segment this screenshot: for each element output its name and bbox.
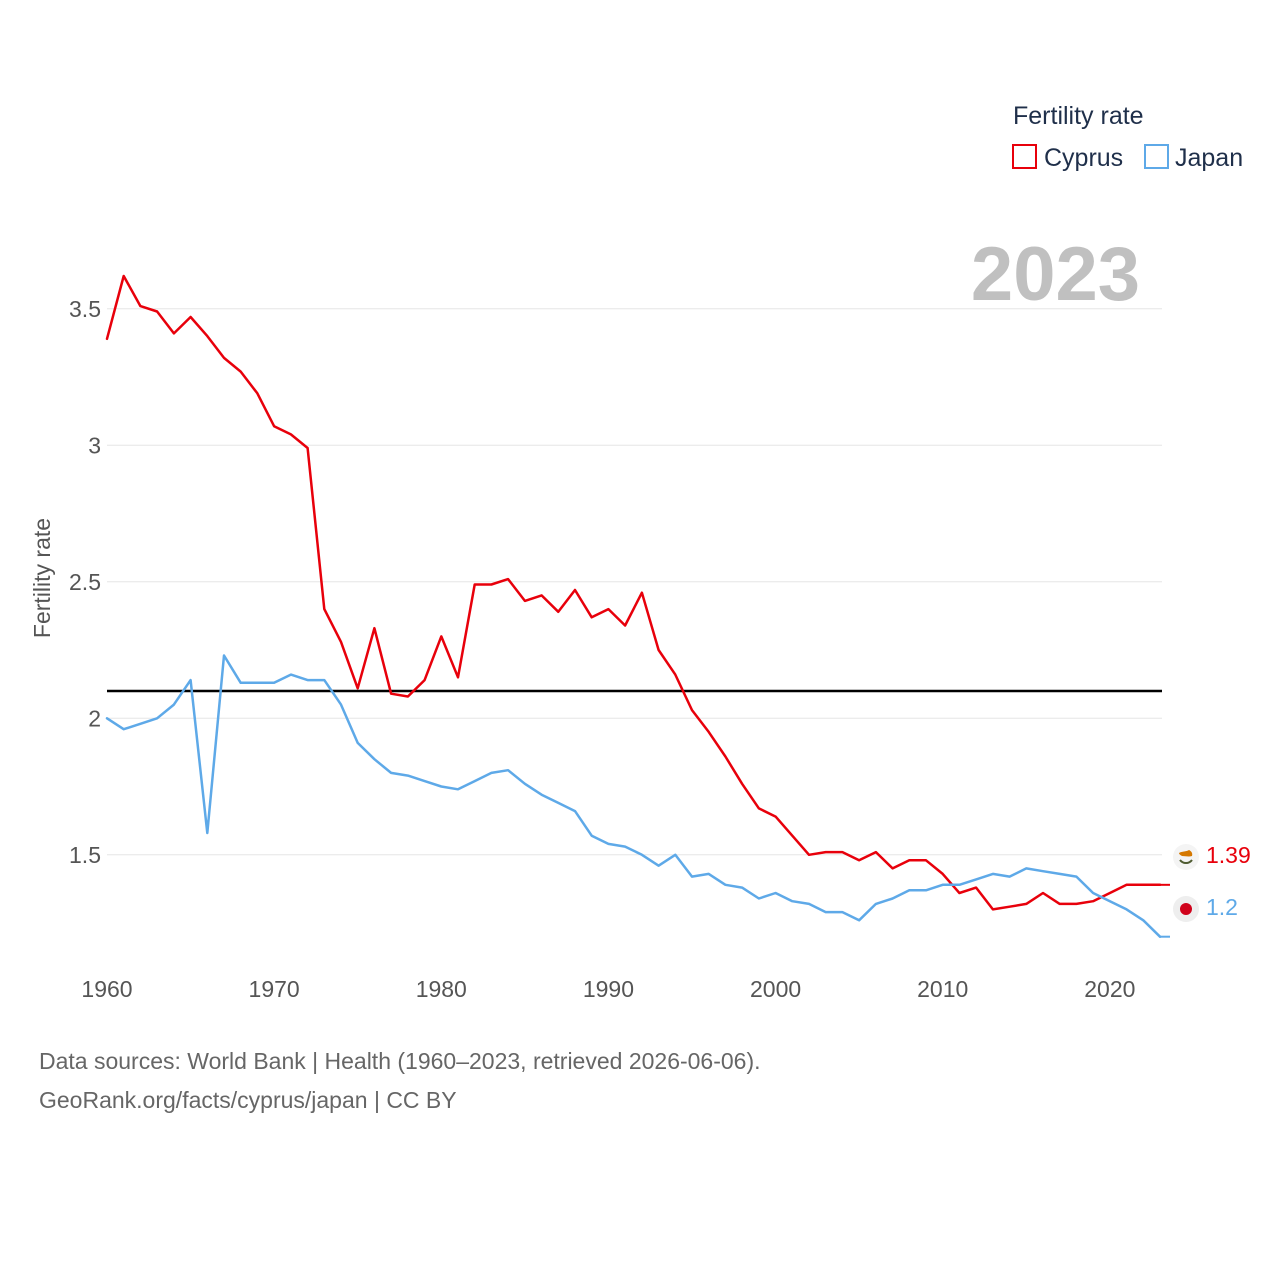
series-line-japan[interactable] xyxy=(105,654,1162,938)
x-tick-label: 2020 xyxy=(1084,976,1135,1002)
y-tick-label: 3 xyxy=(88,432,101,458)
y-axis-ticks: 1.5 2 2.5 3 3.5 xyxy=(69,296,101,868)
japan-end-value-label: 1.2 xyxy=(1206,894,1238,920)
y-tick-label: 3.5 xyxy=(69,296,101,322)
legend-swatch-cyprus xyxy=(1012,144,1037,169)
japan-flag-icon xyxy=(1173,896,1199,922)
legend-swatch-japan xyxy=(1144,144,1169,169)
footer: Data sources: World Bank | Health (1960–… xyxy=(39,1042,761,1120)
x-axis-ticks: 1960 1970 1980 1990 2000 2010 2020 xyxy=(81,976,1135,1002)
end-markers xyxy=(1173,844,1199,922)
grid-lines xyxy=(107,308,1162,856)
series-lines xyxy=(105,274,1170,938)
series-line-cyprus[interactable] xyxy=(105,274,1162,911)
year-stamp: 2023 xyxy=(971,232,1140,317)
legend: Fertility rate Cyprus Japan xyxy=(1012,102,1243,172)
x-tick-label: 1960 xyxy=(81,976,132,1002)
x-tick-label: 2010 xyxy=(917,976,968,1002)
legend-item-japan[interactable]: Japan xyxy=(1144,144,1243,172)
legend-item-cyprus[interactable]: Cyprus xyxy=(1012,144,1123,172)
x-tick-label: 1990 xyxy=(583,976,634,1002)
cyprus-end-value-label: 1.39 xyxy=(1206,842,1251,868)
legend-label-japan: Japan xyxy=(1175,144,1243,172)
credit-link[interactable]: GeoRank.org/facts/cyprus/japan | CC BY xyxy=(39,1087,457,1113)
legend-label-cyprus: Cyprus xyxy=(1044,144,1123,172)
cyprus-flag-icon xyxy=(1173,844,1199,870)
x-tick-label: 1980 xyxy=(416,976,467,1002)
data-sources-text: Data sources: World Bank | Health (1960–… xyxy=(39,1048,761,1074)
y-axis-title: Fertility rate xyxy=(29,518,55,638)
legend-title: Fertility rate xyxy=(1013,102,1144,130)
y-tick-label: 1.5 xyxy=(69,842,101,868)
x-tick-label: 1970 xyxy=(249,976,300,1002)
y-tick-label: 2 xyxy=(88,705,101,731)
x-tick-label: 2000 xyxy=(750,976,801,1002)
y-tick-label: 2.5 xyxy=(69,569,101,595)
